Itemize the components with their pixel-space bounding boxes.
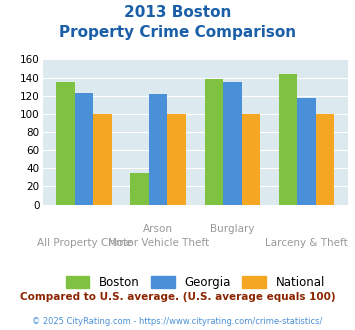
Bar: [316, 114, 334, 205]
Bar: [93, 114, 112, 205]
Text: Burglary: Burglary: [210, 224, 255, 234]
Bar: [204, 79, 223, 205]
Text: © 2025 CityRating.com - https://www.cityrating.com/crime-statistics/: © 2025 CityRating.com - https://www.city…: [32, 317, 323, 326]
Bar: [279, 74, 297, 205]
Text: Compared to U.S. average. (U.S. average equals 100): Compared to U.S. average. (U.S. average …: [20, 292, 335, 302]
Text: All Property Crime: All Property Crime: [37, 238, 132, 248]
Text: Property Crime Comparison: Property Crime Comparison: [59, 25, 296, 40]
Text: 2013 Boston: 2013 Boston: [124, 5, 231, 20]
Bar: [131, 173, 149, 205]
Text: Arson: Arson: [143, 224, 173, 234]
Bar: [56, 82, 75, 205]
Text: Motor Vehicle Theft: Motor Vehicle Theft: [108, 238, 209, 248]
Bar: [297, 98, 316, 205]
Bar: [168, 114, 186, 205]
Bar: [75, 93, 93, 205]
Text: Larceny & Theft: Larceny & Theft: [265, 238, 348, 248]
Bar: [149, 94, 168, 205]
Legend: Boston, Georgia, National: Boston, Georgia, National: [66, 276, 325, 289]
Bar: [241, 114, 260, 205]
Bar: [223, 82, 241, 205]
